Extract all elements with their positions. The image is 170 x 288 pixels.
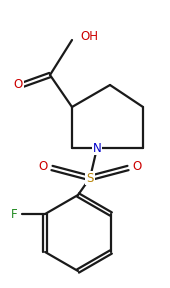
Text: O: O (38, 160, 48, 173)
Text: S: S (86, 171, 94, 185)
Text: OH: OH (80, 31, 98, 43)
Text: N: N (93, 141, 101, 154)
Text: F: F (11, 207, 17, 221)
Text: O: O (132, 160, 142, 173)
Text: O: O (13, 79, 23, 92)
